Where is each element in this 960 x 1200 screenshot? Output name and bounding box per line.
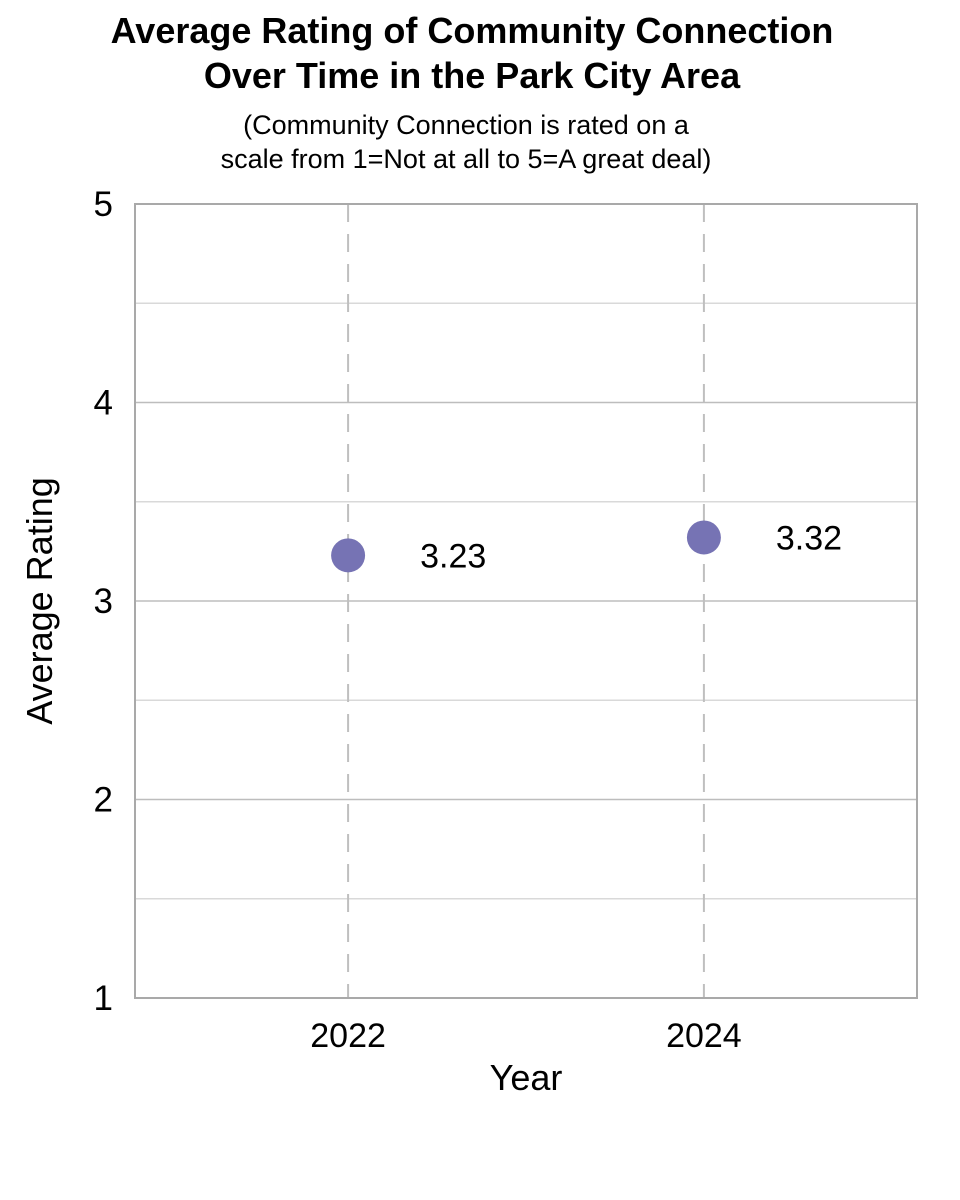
data-point	[686, 520, 721, 555]
chart-subtitle-line-1: (Community Connection is rated on a	[243, 110, 689, 140]
x-tick-label: 2024	[666, 1017, 742, 1055]
chart-title-line-1: Average Rating of Community Connection	[110, 10, 834, 51]
y-tick-label: 3	[94, 582, 113, 621]
y-tick-label: 5	[94, 185, 113, 224]
x-axis-title: Year	[489, 1057, 563, 1098]
chart-subtitle: (Community Connection is rated on a scal…	[0, 108, 932, 176]
y-tick-label: 2	[94, 781, 113, 820]
plot-border	[134, 203, 918, 999]
data-point-label: 3.32	[776, 519, 842, 557]
data-point	[331, 538, 366, 573]
x-tick-label: 2022	[310, 1017, 386, 1055]
y-tick-label: 1	[94, 979, 113, 1018]
chart-title-line-2: Over Time in the Park City Area	[203, 55, 741, 96]
y-tick-label: 4	[94, 384, 113, 423]
chart-title: Average Rating of Community Connection O…	[0, 8, 944, 98]
data-point-label: 3.23	[420, 537, 486, 575]
chart-subtitle-line-2: scale from 1=Not at all to 5=A great dea…	[220, 144, 712, 174]
